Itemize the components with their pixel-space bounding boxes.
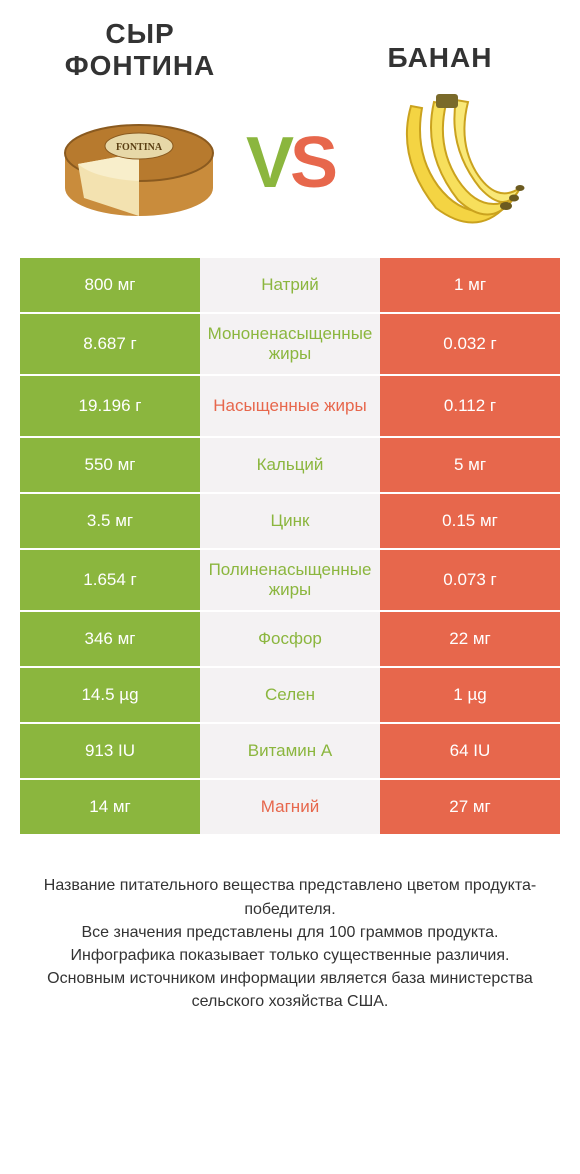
cheese-icon: FONTINA [54, 88, 224, 238]
left-value: 3.5 мг [20, 494, 200, 548]
nutrient-label: Магний [200, 780, 380, 834]
left-value: 14.5 µg [20, 668, 200, 722]
right-value: 5 мг [380, 438, 560, 492]
nutrient-label: Фосфор [200, 612, 380, 666]
vs-v: V [246, 123, 290, 203]
table-row: 1.654 гПолиненасыщенные жиры0.073 г [20, 550, 560, 612]
nutrient-label: Насыщенные жиры [200, 376, 380, 436]
right-value: 0.073 г [380, 550, 560, 610]
table-row: 346 мгФосфор22 мг [20, 612, 560, 668]
banana-icon [356, 88, 526, 238]
left-value: 800 мг [20, 258, 200, 312]
right-value: 1 мг [380, 258, 560, 312]
nutrient-label: Витамин A [200, 724, 380, 778]
nutrient-label: Цинк [200, 494, 380, 548]
footer-line-3: Инфографика показывает только существенн… [20, 944, 560, 967]
left-value: 8.687 г [20, 314, 200, 374]
left-value: 346 мг [20, 612, 200, 666]
right-value: 22 мг [380, 612, 560, 666]
right-value: 0.112 г [380, 376, 560, 436]
left-value: 14 мг [20, 780, 200, 834]
right-product-title: БАНАН [340, 42, 540, 74]
vs-s: S [290, 123, 334, 203]
left-product-title: СЫР ФОНТИНА [40, 18, 240, 82]
svg-text:FONTINA: FONTINA [116, 142, 163, 153]
left-value: 19.196 г [20, 376, 200, 436]
right-value: 64 IU [380, 724, 560, 778]
right-value: 0.15 мг [380, 494, 560, 548]
footer-line-4: Основным источником информации является … [20, 967, 560, 1013]
right-value: 1 µg [380, 668, 560, 722]
table-row: 14.5 µgСелен1 µg [20, 668, 560, 724]
left-value: 913 IU [20, 724, 200, 778]
right-value: 0.032 г [380, 314, 560, 374]
table-row: 800 мгНатрий1 мг [20, 258, 560, 314]
comparison-table: 800 мгНатрий1 мг8.687 гМононенасыщенные … [20, 256, 560, 836]
vs-label: VS [246, 127, 334, 199]
table-row: 550 мгКальций5 мг [20, 438, 560, 494]
nutrient-label: Натрий [200, 258, 380, 312]
images-row: FONTINA VS [0, 82, 580, 256]
header: СЫР ФОНТИНА БАНАН [0, 0, 580, 82]
footer-line-1: Название питательного вещества представл… [20, 874, 560, 920]
table-row: 3.5 мгЦинк0.15 мг [20, 494, 560, 550]
left-value: 550 мг [20, 438, 200, 492]
nutrient-label: Мононенасыщенные жиры [200, 314, 380, 374]
nutrient-label: Селен [200, 668, 380, 722]
nutrient-label: Кальций [200, 438, 380, 492]
table-row: 8.687 гМононенасыщенные жиры0.032 г [20, 314, 560, 376]
nutrient-label: Полиненасыщенные жиры [200, 550, 380, 610]
right-value: 27 мг [380, 780, 560, 834]
table-row: 19.196 гНасыщенные жиры0.112 г [20, 376, 560, 438]
footer-text: Название питательного вещества представл… [20, 874, 560, 1013]
table-row: 14 мгМагний27 мг [20, 780, 560, 836]
left-value: 1.654 г [20, 550, 200, 610]
footer-line-2: Все значения представлены для 100 граммо… [20, 921, 560, 944]
table-row: 913 IUВитамин A64 IU [20, 724, 560, 780]
